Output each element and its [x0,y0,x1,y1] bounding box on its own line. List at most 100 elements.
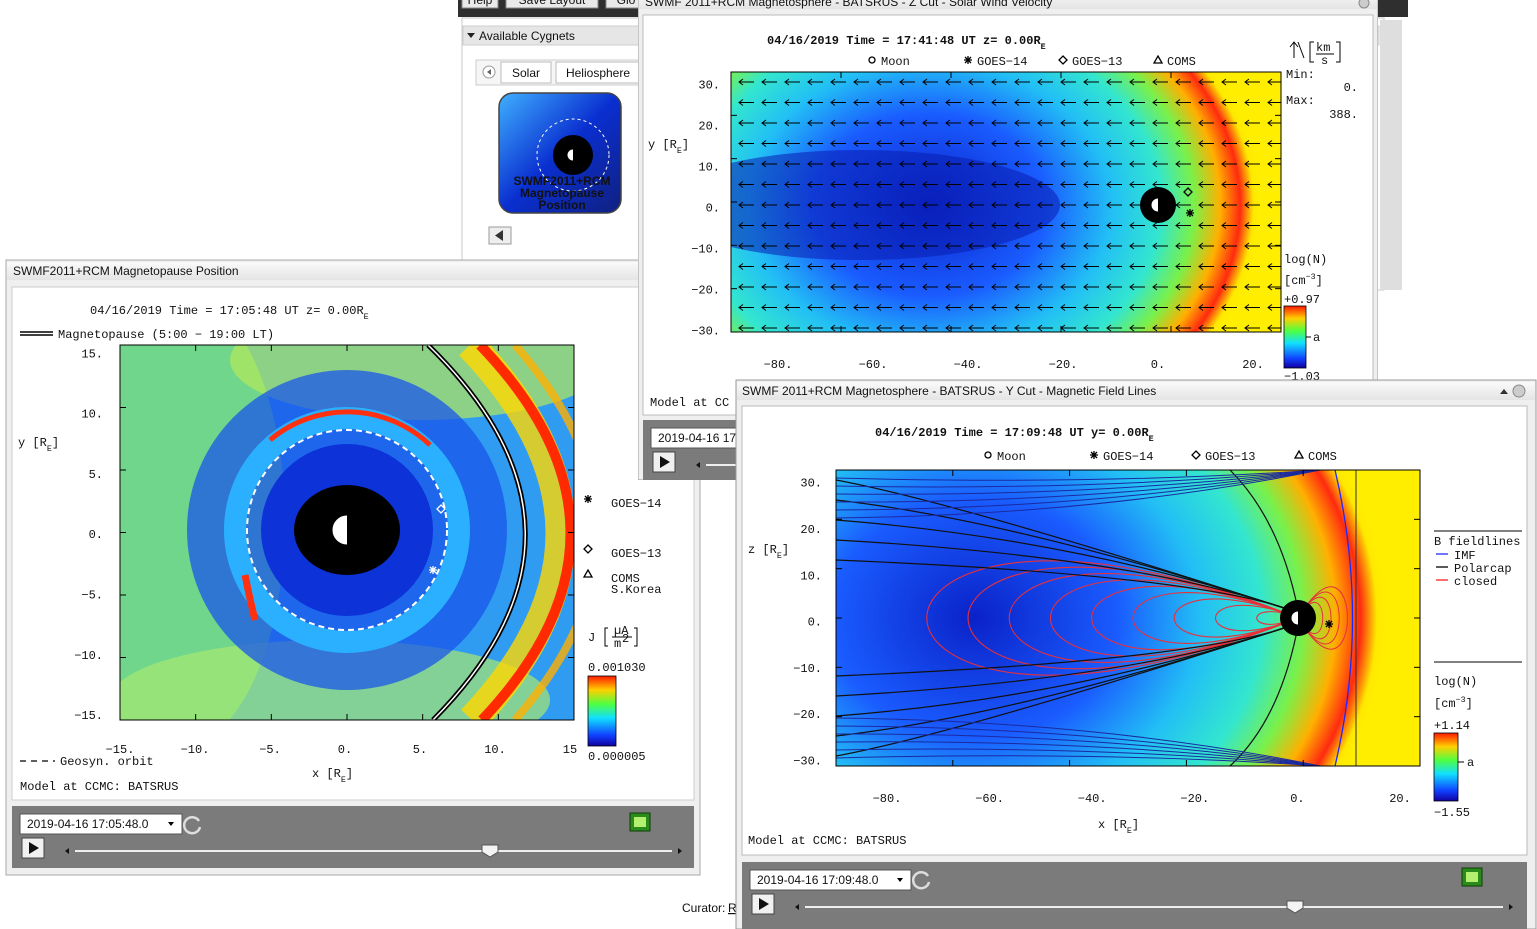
earth-night [573,149,579,161]
fieldlines-title: B fieldlines [1434,535,1520,549]
text-part: −3 [1456,695,1466,705]
density-field [836,470,1385,766]
slider-thumb[interactable] [1286,900,1304,914]
bracket [634,627,638,647]
text-part: ] [346,767,353,781]
x-tick-label: 20. [1242,358,1264,372]
star-symbol [964,56,972,64]
tab-scroll-arrow [487,69,491,75]
closed-field-line [1297,596,1332,640]
legend-label: GOES−14 [1103,450,1153,464]
earth-night [347,515,362,545]
max-value: 388. [1329,108,1358,122]
toolbar-button-label[interactable]: Save Layout [519,0,586,7]
text-part: E [47,444,52,454]
x-tick-label: −80. [873,792,902,806]
x-tick-label: 0. [1290,792,1304,806]
polarcap-field-line [1229,625,1299,766]
vector-unit-arrow [1289,41,1305,59]
toolbar-button-label[interactable]: Glo [617,0,636,7]
time-value[interactable]: 2019-04-16 17 [658,431,736,445]
y-tick-label: 30. [698,78,720,92]
toolbar-button[interactable] [505,0,599,9]
bow-stripe [459,345,574,720]
toolbar-button[interactable] [461,0,499,9]
imf-field-line [836,717,1321,766]
star-symbol [1090,451,1098,459]
y-tick-label: 0. [89,528,103,542]
x-tick-label: −20. [1180,792,1209,806]
text-part: −3 [1306,272,1316,282]
closed-field-line [1215,604,1299,632]
icon-label: SWMF2011+RCM [513,174,610,188]
slider-thumb[interactable] [481,844,499,858]
window-button[interactable] [1512,384,1526,398]
model-credit: Model at CCMC: BATSRUS [20,780,178,794]
time-value[interactable]: 2019-04-16 17:09:48.0 [757,873,879,887]
x-tick-label: −80. [764,358,793,372]
colorbar-unit: 2 [622,632,629,646]
y-tick-label: −30. [793,754,822,768]
window-button[interactable] [1358,0,1370,9]
dropdown-arrow [897,878,903,882]
imf-field-line [836,470,1321,503]
closed-field-line [926,560,1299,676]
imf-field-line [836,755,1321,766]
film-frame [1466,872,1478,882]
y-tick-label: −5. [81,589,103,603]
vector-unit: s [1321,54,1328,68]
text-part: ] [52,436,59,450]
window-button[interactable] [1500,389,1508,394]
text-part: E [1149,434,1154,444]
closed-field-line [1132,592,1299,644]
tab-label[interactable]: Solar [512,66,540,80]
polarcap-field-line [836,623,1297,757]
x-axis-label: x [RE] [312,767,353,785]
colorbar-unit: m [614,637,621,651]
imf-field-line [836,748,1321,766]
time-dropdown[interactable] [749,869,912,891]
refresh-button [911,871,931,890]
text-part: ] [1466,697,1473,711]
x-tick-label: 0. [1151,358,1165,372]
fieldlines-legend: closed [1454,575,1497,589]
tab[interactable] [500,61,552,84]
legend-label: GOES−13 [1072,55,1122,69]
icon-label: Position [538,198,585,212]
satellite-label: GOES−14 [611,497,661,511]
text-part: ] [1316,274,1323,288]
bracket [1309,41,1314,63]
slider-right [678,848,682,854]
heatmap [836,470,1420,766]
tab-label[interactable]: Heliosphere [566,66,630,80]
colorbar-label: log(N) [1434,675,1477,689]
toolbar-button-label[interactable]: Help [468,0,493,7]
x-tick-label: 0. [338,743,352,757]
text-part: [cm [1284,274,1306,288]
velocity-vectors [731,72,1281,332]
legend-label: GOES−14 [977,55,1027,69]
text-part: E [364,312,369,322]
colorbar-max: +1.14 [1434,719,1470,733]
legend-label: GOES−13 [1205,450,1255,464]
colorbar-label: J [588,631,595,645]
magnetopause-line [427,345,526,720]
imf-field-line [836,741,1321,766]
curator-link[interactable]: R [728,901,737,915]
closed-field-line [1297,586,1348,650]
imf-field-line [836,470,1321,511]
y-axis-label: y [RE] [648,138,689,156]
play-icon [759,898,769,910]
moon-symbol [868,56,876,64]
closed-field-line [1008,573,1299,663]
text-part: x [R [312,767,341,781]
slider-right [1509,904,1513,910]
icon-orbit [536,118,610,192]
time-value[interactable]: 2019-04-16 17:05:48.0 [27,817,149,831]
y-tick-label: 0. [706,201,720,215]
x-tick-label: 15 [563,743,577,757]
slider-left [696,462,700,468]
time-dropdown[interactable] [19,813,183,835]
plot-title: 04/16/2019 Time = 17:09:48 UT y= 0.00RE [875,426,1154,444]
